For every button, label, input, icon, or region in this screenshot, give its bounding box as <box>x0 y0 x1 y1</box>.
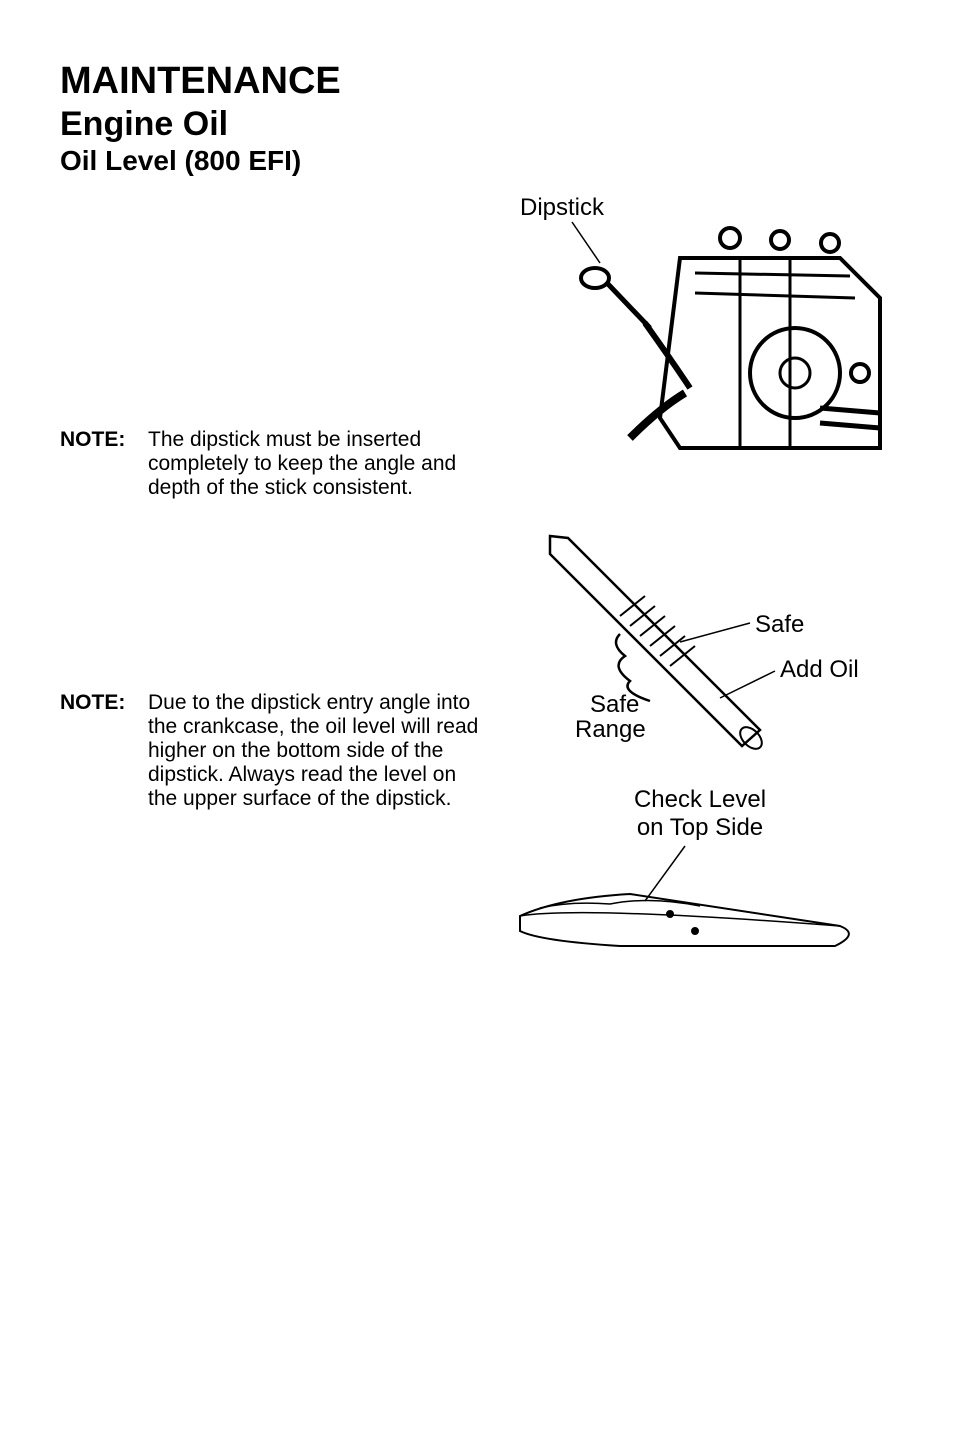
engine-icon <box>480 198 900 478</box>
add-oil-label: Add Oil <box>780 656 859 684</box>
note-2-label: NOTE: <box>60 691 148 812</box>
left-col-1: NOTE: The dipstick must be inserted comp… <box>60 198 480 500</box>
note-1: NOTE: The dipstick must be inserted comp… <box>60 428 480 500</box>
page-container: MAINTENANCE Engine Oil Oil Level (800 EF… <box>0 0 954 1046</box>
right-col-1: Dipstick <box>480 198 900 478</box>
dipstick-label: Dipstick <box>520 194 604 222</box>
note-2-text: Due to the dipstick entry angle into the… <box>148 691 480 812</box>
row-2: NOTE: Due to the dipstick entry angle in… <box>60 516 894 986</box>
dipstick-range-icon <box>480 516 900 756</box>
note-1-label: NOTE: <box>60 428 148 500</box>
heading-oil-level: Oil Level (800 EFI) <box>60 144 894 178</box>
check-level-label-2: on Top Side <box>600 814 800 842</box>
heading-engine-oil: Engine Oil <box>60 104 894 145</box>
engine-figure: Dipstick <box>480 198 900 478</box>
safe-range-label-2: Range <box>575 716 646 744</box>
note-2: NOTE: Due to the dipstick entry angle in… <box>60 691 480 812</box>
note-1-text: The dipstick must be inserted completely… <box>148 428 480 500</box>
check-level-figure: Check Level on Top Side <box>480 786 900 986</box>
row-1: NOTE: The dipstick must be inserted comp… <box>60 198 894 500</box>
check-level-label-1: Check Level <box>600 786 800 814</box>
left-col-2: NOTE: Due to the dipstick entry angle in… <box>60 516 480 812</box>
dipstick-range-figure: Safe Add Oil Safe Range <box>480 516 900 756</box>
right-col-2: Safe Add Oil Safe Range <box>480 516 900 986</box>
heading-block: MAINTENANCE Engine Oil Oil Level (800 EF… <box>60 60 894 178</box>
safe-range-label-1: Safe <box>590 691 639 719</box>
safe-label: Safe <box>755 611 804 639</box>
heading-maintenance: MAINTENANCE <box>60 60 894 104</box>
